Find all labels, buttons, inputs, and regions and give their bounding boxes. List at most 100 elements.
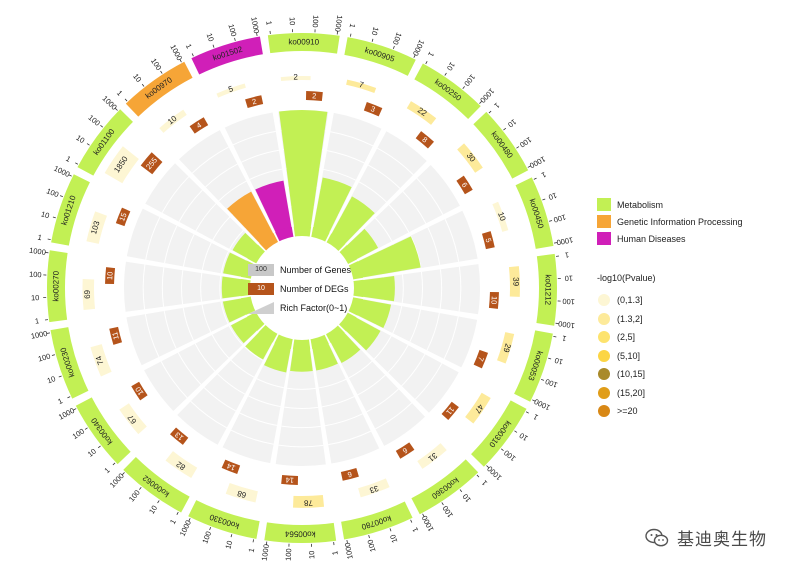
deg-count-bar bbox=[170, 427, 189, 445]
scale-tick-label: 1000 bbox=[52, 164, 71, 179]
rich-gridline bbox=[201, 304, 212, 333]
gene-count-bar bbox=[216, 83, 246, 98]
rich-bg-sector bbox=[312, 344, 380, 464]
scale-tick-label: 1000 bbox=[260, 544, 271, 562]
rich-gridline bbox=[375, 402, 413, 430]
rich-gridline bbox=[219, 275, 222, 300]
scale-tick-label: 100 bbox=[200, 530, 213, 545]
scale-tick bbox=[115, 108, 118, 111]
scale-tick-label: 100 bbox=[311, 15, 321, 28]
genes-label: Number of Genes bbox=[280, 264, 352, 275]
scale-tick-label: 10 bbox=[40, 209, 50, 220]
scale-tick-label: 100 bbox=[29, 270, 42, 280]
scale-tick-label: 100 bbox=[544, 377, 559, 390]
scale-tick bbox=[462, 86, 465, 90]
scale-tick bbox=[52, 216, 56, 219]
scale-tick bbox=[59, 195, 63, 198]
scale-tick-label: 1 bbox=[64, 154, 72, 164]
rich-gridline bbox=[366, 388, 399, 413]
scale-tick-label: 100 bbox=[441, 504, 455, 519]
category-ring-segment bbox=[414, 63, 481, 119]
deg-count-label: 11 bbox=[444, 405, 456, 417]
scale-tick bbox=[256, 32, 258, 37]
scale-tick-label: 10 bbox=[86, 447, 98, 459]
rich-gridline bbox=[420, 271, 423, 306]
rich-gridline bbox=[230, 359, 255, 378]
gene-count-label: 33 bbox=[368, 483, 380, 495]
rich-gridline bbox=[160, 361, 188, 399]
rich-gridline bbox=[144, 314, 160, 358]
scale-tick-label: 1000 bbox=[528, 154, 547, 170]
watermark-text: 基迪奥生物 bbox=[677, 530, 767, 549]
scale-tick bbox=[514, 430, 518, 433]
category-ring-segment bbox=[188, 500, 260, 539]
rich-gridline bbox=[194, 343, 216, 372]
gene-count-bar bbox=[346, 79, 377, 93]
deg-count-label: 2 bbox=[312, 91, 317, 100]
category-ring-segment bbox=[264, 522, 337, 543]
rich-gridline bbox=[326, 150, 365, 164]
pvalue-dot bbox=[598, 294, 610, 307]
scale-tick-label: 1000 bbox=[333, 15, 344, 33]
rich-gridline bbox=[330, 131, 374, 147]
category-ring-segment bbox=[536, 253, 558, 326]
scale-tick bbox=[252, 539, 254, 543]
pathway-id-label: ko00564 bbox=[284, 529, 315, 538]
rich-bg-sector bbox=[358, 299, 478, 368]
scale-tick-label: 10 bbox=[74, 133, 86, 145]
rich-bg-sector bbox=[145, 163, 258, 259]
scale-tick-label: 10 bbox=[223, 540, 234, 550]
scale-tick-label: 100 bbox=[502, 448, 517, 463]
rich-gridline bbox=[232, 130, 276, 146]
gene-count-label: 78 bbox=[303, 498, 313, 507]
pvalue-row: (2,5] bbox=[597, 328, 743, 347]
scale-tick-label: 10 bbox=[370, 26, 381, 36]
pvalue-label: (5,10] bbox=[617, 350, 641, 361]
legend-category-label: Human Diseases bbox=[617, 233, 686, 244]
rich-gridline bbox=[220, 251, 229, 274]
rich-gridline bbox=[161, 176, 190, 213]
category-ring-segment bbox=[267, 33, 340, 54]
pvalue-label: (1.3,2] bbox=[617, 313, 643, 324]
scale-tick-label: 10 bbox=[288, 17, 297, 26]
rich-gridline bbox=[458, 266, 462, 312]
scale-tick-label: 1 bbox=[115, 88, 124, 97]
rich-gridline bbox=[348, 360, 373, 379]
rich-gridline bbox=[358, 181, 387, 203]
rich-gridline bbox=[323, 168, 356, 181]
gene-count-label: 68 bbox=[236, 488, 248, 499]
scale-tick bbox=[479, 101, 482, 104]
scale-tick bbox=[346, 539, 348, 544]
rich-gridline bbox=[439, 269, 443, 309]
scale-tick bbox=[112, 462, 116, 466]
scale-tick-label: 1000 bbox=[168, 43, 184, 62]
legend-category-genetic: Genetic Information Processing bbox=[597, 213, 743, 230]
deg-count-label: 2 bbox=[251, 97, 257, 107]
scale-tick bbox=[191, 53, 194, 57]
scale-tick bbox=[73, 408, 77, 411]
center-legend: 100 Number of Genes 10 Number of DEGs Ri… bbox=[248, 260, 351, 317]
scale-tick-label: 1 bbox=[184, 42, 194, 50]
rich-gridline bbox=[281, 425, 321, 429]
deg-count-bar bbox=[189, 117, 209, 134]
deg-count-label: 6 bbox=[347, 470, 353, 480]
rich-gridline bbox=[177, 352, 202, 385]
gene-count-bar bbox=[465, 392, 491, 424]
genes-swatch: 100 bbox=[248, 263, 274, 276]
scale-tick bbox=[141, 83, 145, 87]
pathway-id-label: ko00910 bbox=[288, 37, 319, 46]
scale-tick bbox=[410, 519, 413, 523]
pvalue-label: (0,1.3] bbox=[617, 295, 643, 306]
scale-tick-label: 1 bbox=[102, 466, 111, 475]
scale-tick-label: 10 bbox=[31, 293, 40, 302]
deg-count-bar bbox=[105, 267, 116, 285]
rich-gridline bbox=[190, 400, 227, 429]
scale-tick-label: 1 bbox=[34, 316, 39, 325]
legend-category-label: Genetic Information Processing bbox=[617, 216, 743, 227]
rich-gridline bbox=[201, 242, 212, 270]
scale-tick bbox=[444, 72, 447, 76]
category-ring-segment bbox=[471, 400, 527, 467]
rich-gridline bbox=[443, 316, 459, 360]
rich-gridline bbox=[249, 168, 283, 180]
scale-tick-label: 100 bbox=[553, 212, 567, 224]
